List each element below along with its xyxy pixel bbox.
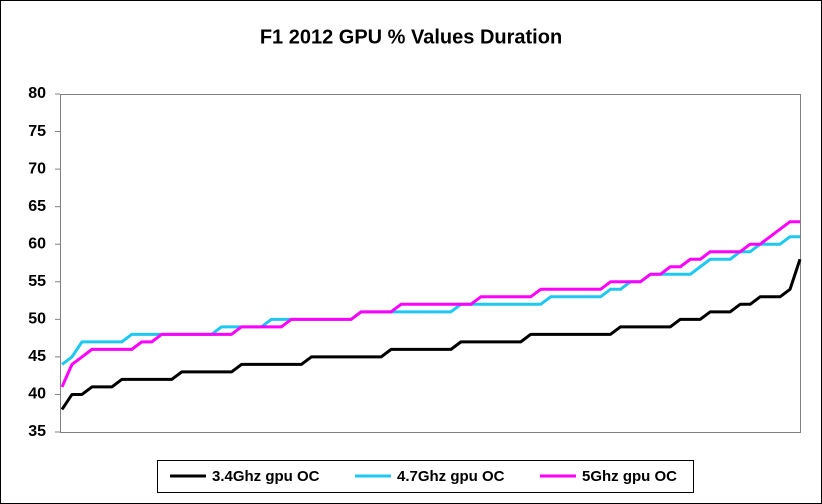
y-tick-label: 35 [28, 423, 46, 440]
y-tick-label: 80 [28, 85, 46, 102]
y-tick-label: 55 [28, 273, 46, 290]
legend-label: 5Ghz gpu OC [582, 468, 677, 485]
y-tick-label: 60 [28, 235, 46, 252]
series-line [60, 258, 802, 411]
y-tick-label: 45 [28, 348, 46, 365]
y-tick-label: 65 [28, 198, 46, 215]
y-tick-label: 75 [28, 123, 46, 140]
plot-area [60, 94, 801, 433]
chart-title: F1 2012 GPU % Values Duration [260, 26, 562, 48]
y-tick-label: 70 [28, 160, 46, 177]
legend-label: 4.7Ghz gpu OC [397, 468, 505, 485]
y-tick-label: 40 [28, 386, 46, 403]
series-line [60, 220, 800, 388]
legend-box [157, 460, 694, 493]
y-tick-label: 50 [28, 311, 46, 328]
legend-label: 3.4Ghz gpu OC [212, 468, 320, 485]
